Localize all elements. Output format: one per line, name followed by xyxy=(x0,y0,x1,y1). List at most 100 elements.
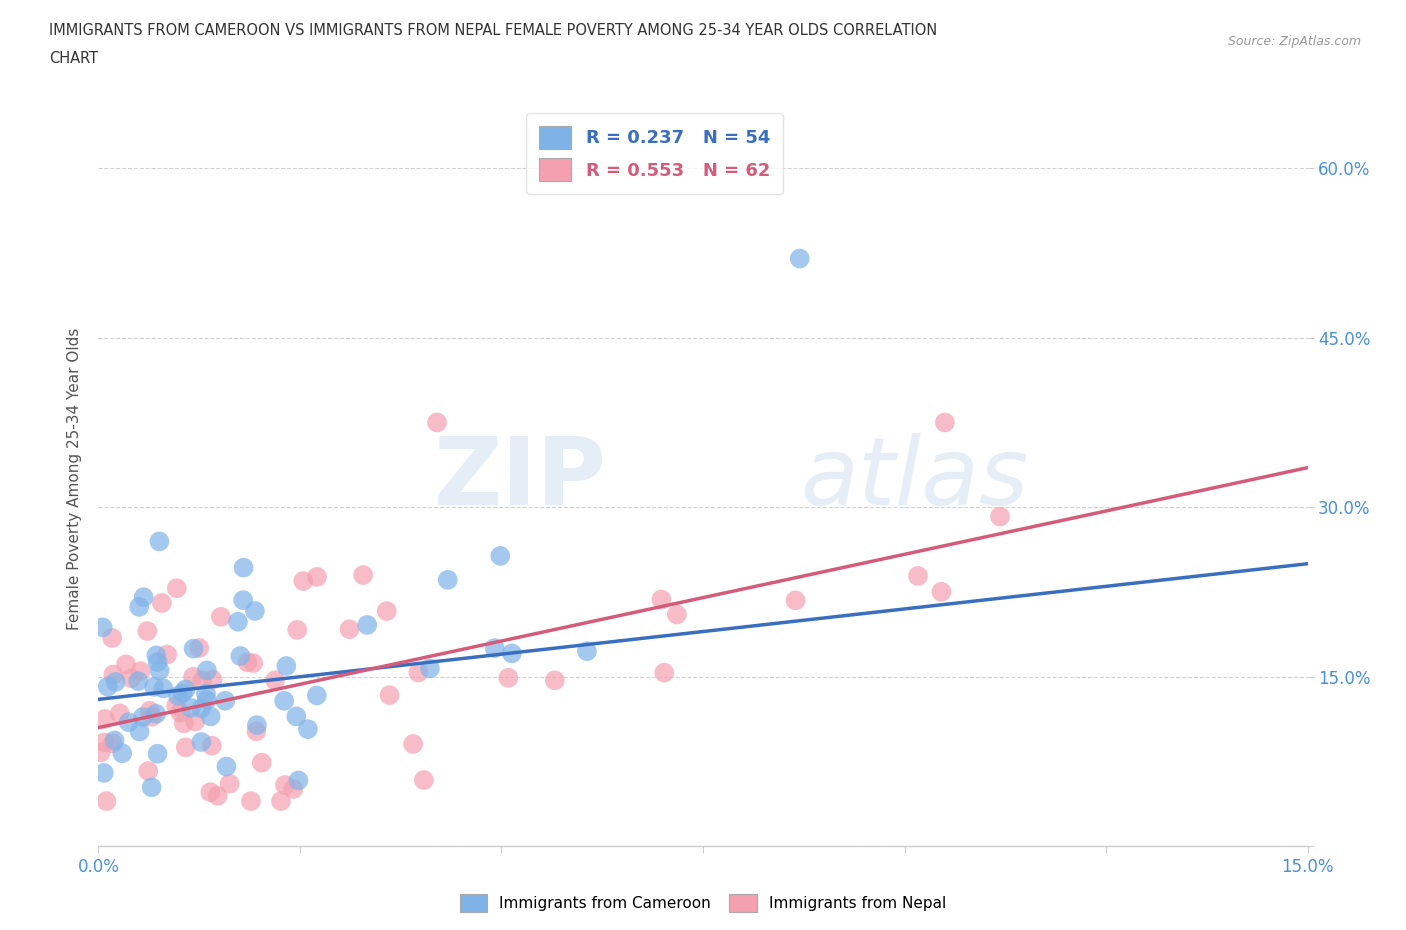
Point xyxy=(226,615,249,630)
Point xyxy=(242,656,264,671)
Point xyxy=(236,655,259,670)
Point xyxy=(229,648,252,663)
Point xyxy=(93,765,115,780)
Point xyxy=(94,711,117,726)
Point xyxy=(200,709,222,724)
Point xyxy=(412,773,434,788)
Point xyxy=(103,667,125,682)
Point xyxy=(209,609,232,624)
Point xyxy=(97,679,120,694)
Point xyxy=(190,735,212,750)
Point xyxy=(245,724,267,738)
Point xyxy=(166,580,188,595)
Point xyxy=(194,686,217,701)
Point xyxy=(128,724,150,739)
Point xyxy=(426,415,449,430)
Point xyxy=(111,746,134,761)
Point xyxy=(152,681,174,696)
Legend: Immigrants from Cameroon, Immigrants from Nepal: Immigrants from Cameroon, Immigrants fro… xyxy=(454,888,952,918)
Point xyxy=(180,700,202,715)
Point xyxy=(184,714,207,729)
Point xyxy=(650,592,672,607)
Point xyxy=(195,663,218,678)
Point xyxy=(246,718,269,733)
Point xyxy=(167,688,190,703)
Point xyxy=(988,509,1011,524)
Point xyxy=(287,773,309,788)
Point xyxy=(96,793,118,808)
Point xyxy=(146,746,169,761)
Point xyxy=(789,251,811,266)
Point xyxy=(132,710,155,724)
Point xyxy=(143,680,166,695)
Point xyxy=(136,624,159,639)
Point xyxy=(191,673,214,688)
Point xyxy=(243,604,266,618)
Point xyxy=(132,590,155,604)
Point xyxy=(285,622,308,637)
Point xyxy=(375,604,398,618)
Point xyxy=(91,620,114,635)
Point xyxy=(785,593,807,608)
Point xyxy=(173,716,195,731)
Point xyxy=(297,722,319,737)
Point xyxy=(907,568,929,583)
Point xyxy=(128,600,150,615)
Point xyxy=(195,693,218,708)
Point xyxy=(150,595,173,610)
Point xyxy=(93,735,115,750)
Point xyxy=(120,671,142,685)
Point xyxy=(356,618,378,632)
Point xyxy=(498,671,520,685)
Point xyxy=(652,665,675,680)
Point xyxy=(276,658,298,673)
Point xyxy=(104,733,127,748)
Point xyxy=(90,745,112,760)
Point xyxy=(283,781,305,796)
Point xyxy=(239,793,262,808)
Point xyxy=(264,673,287,688)
Point xyxy=(339,622,361,637)
Point xyxy=(127,673,149,688)
Text: ZIP: ZIP xyxy=(433,433,606,525)
Point xyxy=(141,780,163,795)
Point xyxy=(352,567,374,582)
Point xyxy=(145,648,167,663)
Point xyxy=(200,785,222,800)
Point xyxy=(402,737,425,751)
Point xyxy=(174,740,197,755)
Point xyxy=(215,759,238,774)
Point xyxy=(190,701,212,716)
Point xyxy=(146,655,169,670)
Point xyxy=(201,738,224,753)
Point xyxy=(156,647,179,662)
Point xyxy=(484,641,506,656)
Point xyxy=(285,709,308,724)
Point xyxy=(218,777,240,791)
Point xyxy=(501,646,523,661)
Point xyxy=(201,672,224,687)
Point xyxy=(419,661,441,676)
Y-axis label: Female Poverty Among 25-34 Year Olds: Female Poverty Among 25-34 Year Olds xyxy=(66,327,82,631)
Point xyxy=(250,755,273,770)
Point xyxy=(138,703,160,718)
Point xyxy=(232,592,254,607)
Point xyxy=(544,673,567,688)
Point xyxy=(408,665,430,680)
Point xyxy=(148,534,170,549)
Point xyxy=(292,574,315,589)
Legend: R = 0.237   N = 54, R = 0.553   N = 62: R = 0.237 N = 54, R = 0.553 N = 62 xyxy=(526,113,783,194)
Text: IMMIGRANTS FROM CAMEROON VS IMMIGRANTS FROM NEPAL FEMALE POVERTY AMONG 25-34 YEA: IMMIGRANTS FROM CAMEROON VS IMMIGRANTS F… xyxy=(49,23,938,38)
Point xyxy=(273,694,295,709)
Point xyxy=(141,710,163,724)
Point xyxy=(136,764,159,778)
Point xyxy=(145,707,167,722)
Point xyxy=(305,569,328,584)
Point xyxy=(101,736,124,751)
Point xyxy=(129,664,152,679)
Point xyxy=(181,670,204,684)
Point xyxy=(101,631,124,645)
Point xyxy=(214,694,236,709)
Point xyxy=(575,644,598,658)
Point xyxy=(149,663,172,678)
